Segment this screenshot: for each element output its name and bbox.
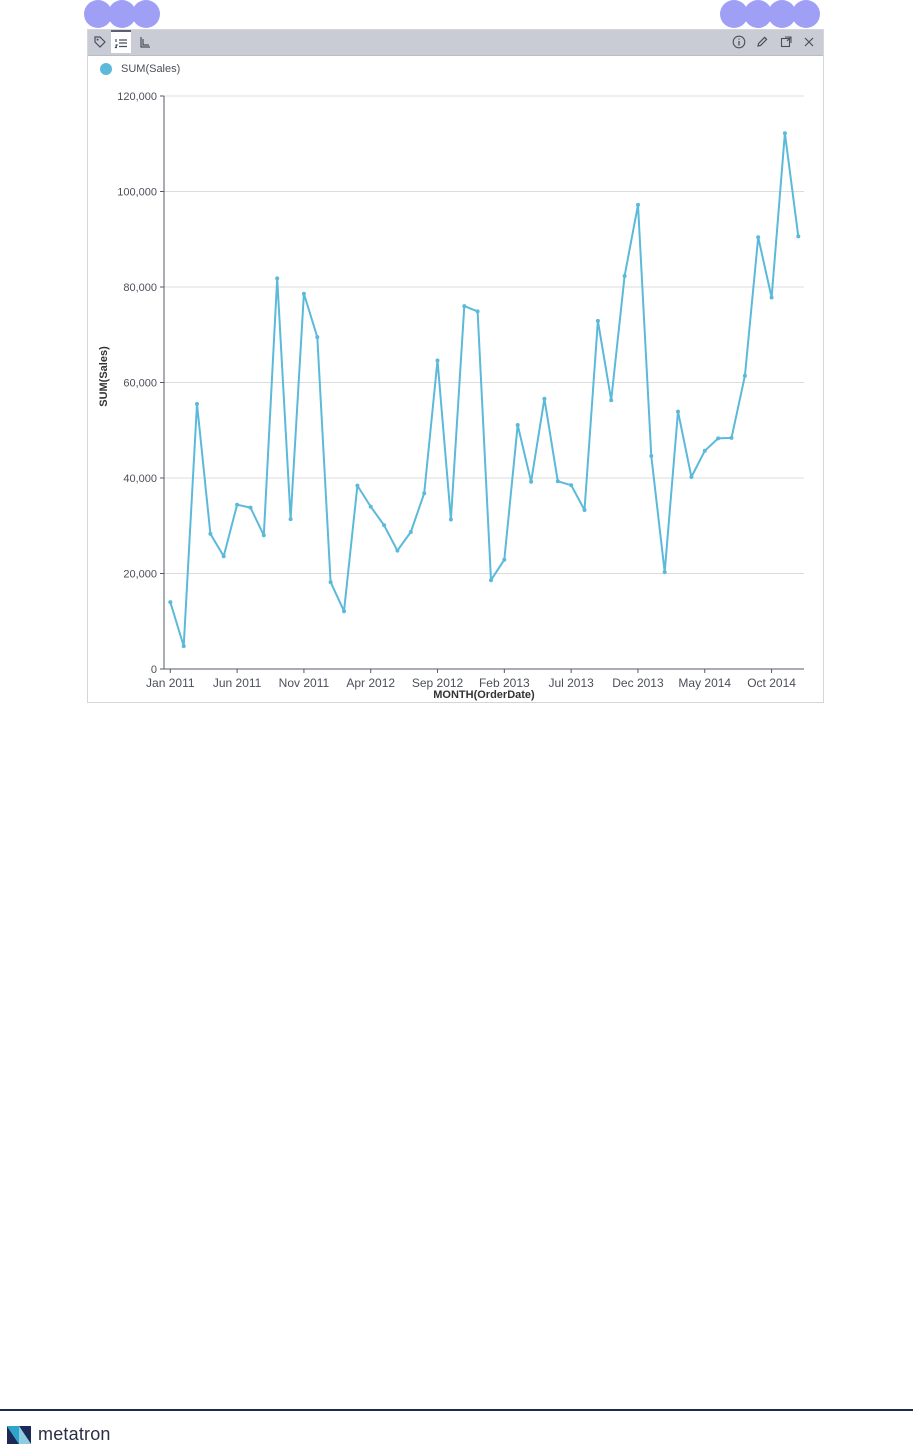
data-point: [342, 609, 346, 614]
data-point: [422, 491, 427, 496]
data-point: [368, 504, 373, 509]
data-point: [235, 502, 240, 507]
panel-toolbar: [88, 30, 823, 56]
brand-name: metatron: [38, 1424, 111, 1444]
x-tick-label: Nov 2011: [279, 676, 330, 690]
data-point: [542, 396, 547, 401]
data-point: [756, 235, 761, 240]
data-point: [248, 505, 253, 510]
brand-logo: metatron: [7, 1424, 111, 1445]
data-point: [582, 508, 587, 512]
data-point: [462, 304, 467, 309]
data-point: [782, 131, 787, 136]
expand-icon[interactable]: [776, 32, 796, 52]
data-point: [208, 531, 213, 536]
x-tick-label: Jan 2011: [146, 676, 195, 690]
data-point: [475, 309, 480, 314]
legend-swatch: [100, 63, 112, 75]
marker-circle: [108, 0, 136, 28]
marker-circle: [84, 0, 112, 28]
list-numbered-icon[interactable]: [111, 30, 131, 53]
data-point: [689, 475, 694, 479]
y-tick-label: 100,000: [117, 187, 157, 199]
data-point: [328, 580, 333, 585]
marker-circle: [132, 0, 160, 28]
metatron-logo-icon: [7, 1425, 31, 1444]
tag-icon[interactable]: [90, 32, 110, 52]
data-point: [529, 479, 534, 484]
chart-legend[interactable]: SUM(Sales): [100, 63, 180, 75]
y-tick-label: 80,000: [123, 282, 157, 294]
data-point: [796, 234, 801, 239]
data-point: [609, 398, 614, 403]
legend-label: SUM(Sales): [121, 63, 181, 75]
data-point: [702, 448, 707, 453]
x-tick-label: May 2014: [678, 676, 731, 690]
x-tick-label: Oct 2014: [747, 676, 796, 690]
data-point: [636, 202, 640, 207]
data-point: [769, 295, 774, 300]
data-point: [315, 335, 320, 340]
pencil-icon[interactable]: [752, 32, 772, 52]
data-point: [622, 274, 627, 278]
data-point: [168, 600, 173, 605]
y-tick-label: 0: [151, 664, 157, 676]
series-line: [169, 132, 800, 648]
data-point: [649, 454, 654, 458]
x-tick-label: Dec 2013: [612, 676, 664, 690]
x-tick-label: Feb 2013: [479, 676, 530, 690]
data-point: [502, 557, 507, 562]
data-point: [195, 402, 199, 406]
data-point: [395, 548, 400, 553]
y-axis-title: SUM(Sales): [98, 346, 110, 407]
x-tick-label: Jun 2011: [213, 676, 262, 690]
data-point: [221, 554, 226, 559]
data-point: [555, 479, 560, 484]
data-point: [355, 483, 360, 488]
data-point: [288, 517, 293, 522]
data-point: [569, 483, 574, 488]
data-point: [742, 373, 747, 378]
x-axis-title: MONTH(OrderDate): [433, 689, 535, 701]
x-tick-label: Sep 2012: [412, 676, 464, 690]
data-point: [716, 436, 721, 441]
data-point: [515, 423, 520, 427]
data-point: [301, 291, 306, 296]
data-point: [382, 523, 387, 528]
data-point: [181, 644, 186, 649]
footer-divider: [0, 1409, 913, 1411]
close-icon[interactable]: [799, 32, 819, 52]
x-tick-label: Jul 2013: [548, 676, 594, 690]
data-point: [676, 409, 680, 414]
data-point: [729, 435, 734, 440]
data-point: [435, 358, 440, 363]
data-point: [662, 570, 667, 575]
data-point: [595, 318, 600, 323]
data-point: [408, 530, 413, 534]
y-tick-label: 120,000: [117, 91, 157, 103]
marker-circle: [768, 0, 796, 28]
y-tick-label: 60,000: [123, 378, 157, 390]
data-point: [261, 533, 266, 538]
marker-circle: [744, 0, 772, 28]
overlay-circles-left: [84, 0, 160, 28]
y-tick-label: 40,000: [123, 473, 157, 485]
data-point: [275, 276, 280, 281]
chart-panel: SUM(Sales) 0 20,000 40,000 60,000 80,000 100,…: [87, 29, 824, 703]
info-icon[interactable]: [729, 32, 749, 52]
axis-icon[interactable]: [135, 32, 155, 52]
line-chart: 0 20,000 40,000 60,000 80,000 100,000 120,000 J…: [98, 91, 804, 701]
y-tick-label: 20,000: [123, 569, 157, 581]
data-point: [448, 517, 453, 522]
marker-circle: [792, 0, 820, 28]
data-point: [489, 578, 493, 583]
marker-circle: [720, 0, 748, 28]
x-tick-label: Apr 2012: [346, 676, 395, 690]
overlay-circles-right: [720, 0, 820, 28]
